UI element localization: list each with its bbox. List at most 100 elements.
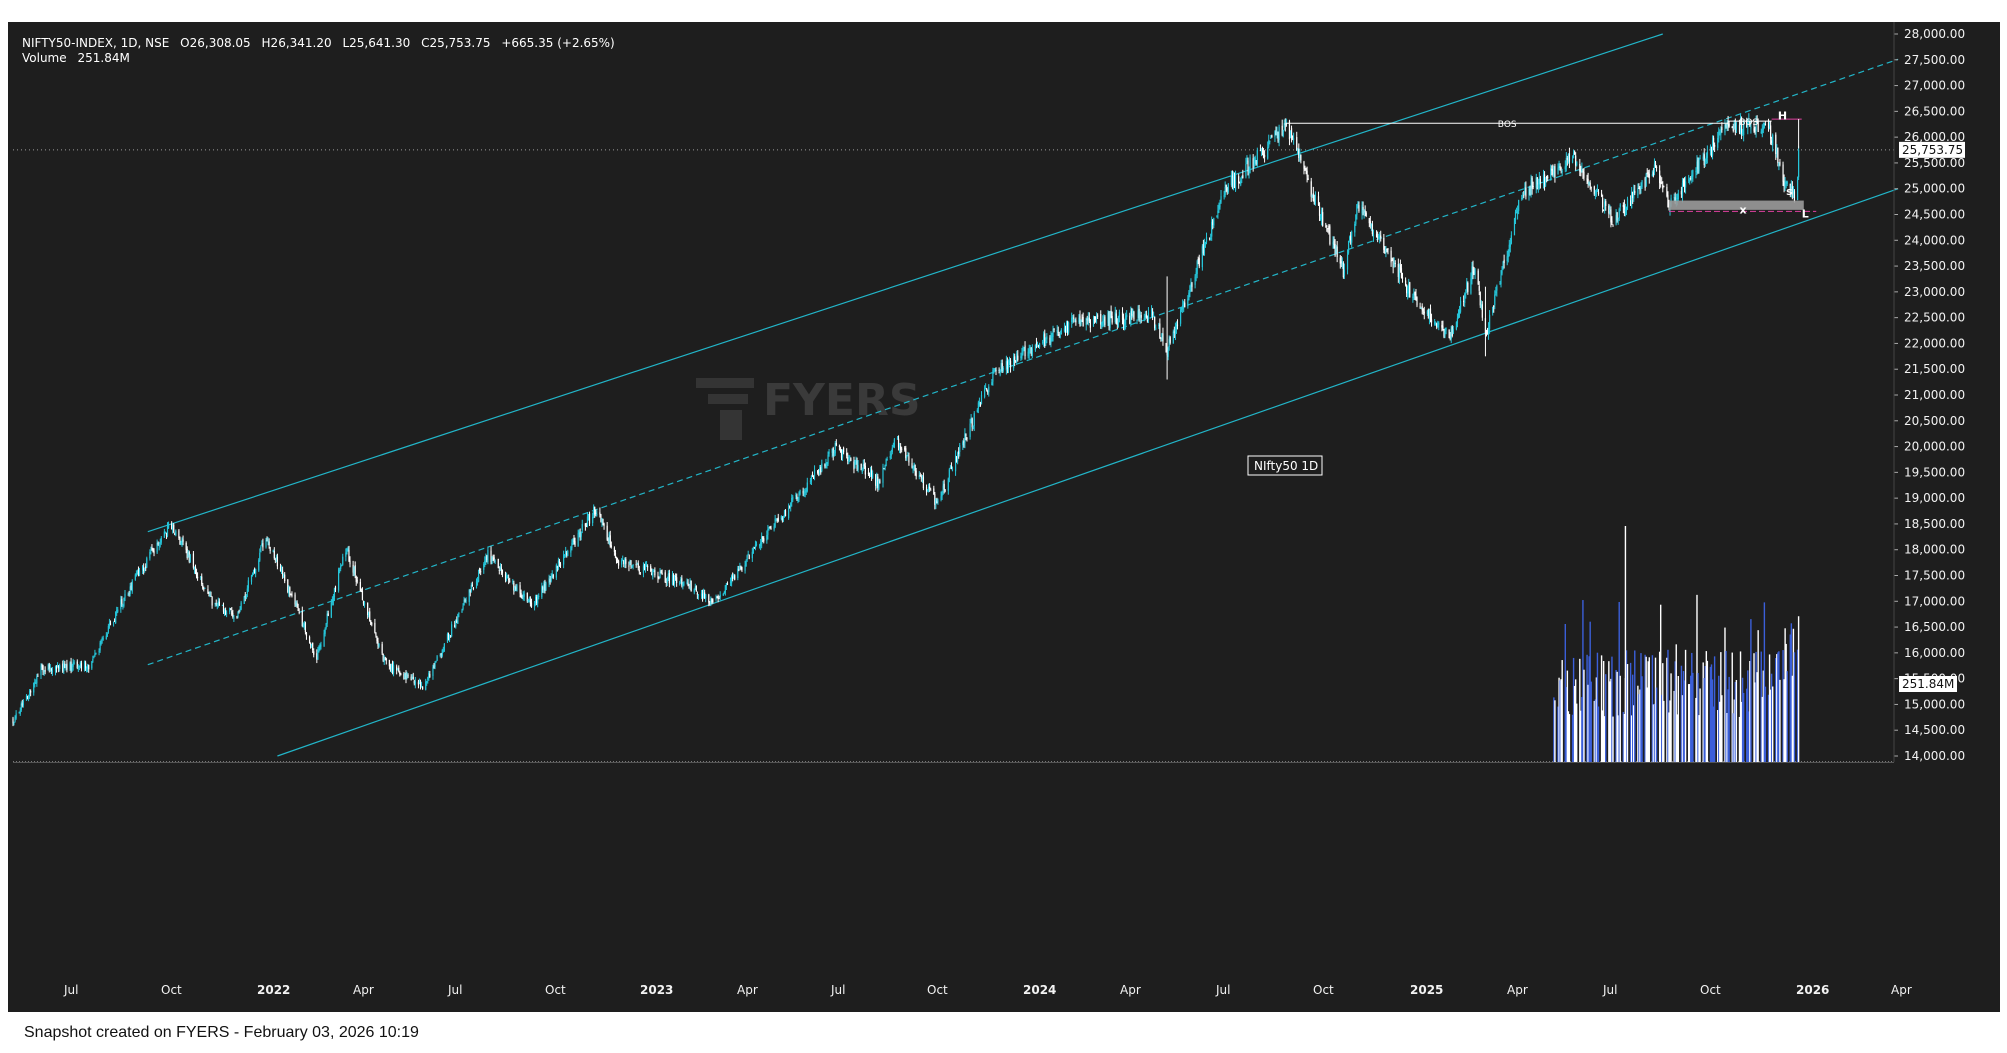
candle-body: [556, 566, 558, 568]
candle-body: [87, 664, 89, 669]
candle-body: [1566, 158, 1568, 160]
candle-body: [1659, 170, 1661, 184]
candle-body: [722, 593, 724, 596]
volume-bar: [1670, 673, 1672, 762]
candle-body: [1195, 272, 1197, 276]
candle-body: [268, 541, 270, 546]
candle-body: [1103, 318, 1105, 321]
candle-body: [521, 595, 523, 599]
y-tick-label: 21,500.00: [1904, 362, 1965, 376]
candle-body: [1430, 319, 1433, 323]
candle-body: [631, 565, 633, 568]
candle-body: [428, 672, 430, 679]
candle-body: [636, 563, 638, 565]
candle-body: [1652, 172, 1655, 176]
volume-bar: [1668, 712, 1670, 762]
candle-body: [130, 585, 132, 590]
volume-bar: [1633, 705, 1635, 762]
volume-bar: [1603, 716, 1606, 762]
candle-body: [792, 496, 794, 500]
volume-bar: [1689, 684, 1691, 762]
candle-body: [1184, 302, 1186, 308]
candle-body: [449, 635, 452, 637]
annotations: BOS BOS H Lx s: [1286, 110, 1817, 221]
candle-body: [1354, 223, 1356, 233]
volume-bar: [1561, 660, 1563, 762]
candle-body: [1238, 176, 1240, 184]
candle-body: [849, 456, 851, 458]
candle-body: [711, 599, 713, 603]
candle-body: [37, 675, 39, 677]
candle-body: [552, 574, 554, 578]
candle-body: [279, 567, 282, 572]
volume-bar: [1647, 661, 1649, 762]
volume-bar: [1797, 616, 1800, 762]
candle-body: [116, 610, 118, 614]
candle-body: [1501, 270, 1503, 274]
candle-body: [1014, 356, 1016, 361]
y-tick-label: 17,500.00: [1904, 569, 1965, 583]
candle-body: [1537, 184, 1539, 189]
candle-body: [853, 461, 855, 470]
candle-body: [487, 549, 489, 562]
candle-body: [1633, 189, 1635, 199]
candle-body: [49, 667, 51, 670]
candle-body: [810, 475, 813, 482]
candle-body: [613, 547, 616, 552]
candle-body: [1792, 188, 1795, 194]
candle-body: [1253, 160, 1255, 167]
candle-body: [725, 583, 728, 586]
candle-body: [348, 550, 350, 561]
candle-body: [434, 661, 436, 667]
candle-body: [1169, 337, 1171, 343]
candle-body: [1383, 237, 1385, 250]
candle-body: [1057, 331, 1059, 333]
candle-body: [682, 583, 684, 586]
candle-body: [152, 548, 154, 553]
volume-bar: [1596, 652, 1599, 762]
candle-body: [1296, 137, 1298, 151]
candle-body: [1226, 188, 1228, 191]
volume-bar: [1615, 670, 1617, 762]
volume-bar: [1732, 713, 1734, 762]
candle-body: [659, 571, 661, 579]
candle-body: [1783, 180, 1785, 187]
candle-body: [1239, 181, 1241, 183]
candle-body: [406, 674, 408, 678]
candle-body: [1589, 182, 1591, 187]
candle-body: [226, 612, 228, 614]
candle-body: [1370, 224, 1372, 227]
candle-body: [501, 569, 504, 574]
candle-body: [788, 507, 790, 518]
candle-body: [362, 601, 365, 604]
candle-body: [167, 524, 170, 529]
price-chart[interactable]: FYERS BOS BOS H Lx s 14,000.00 14,500.00 15,00…: [8, 22, 2000, 1012]
candle-body: [1008, 360, 1011, 364]
candle-body: [201, 576, 203, 585]
candle-body: [421, 686, 424, 690]
candle-body: [606, 525, 608, 540]
candle-body: [512, 581, 514, 583]
volume-bar: [1768, 654, 1771, 762]
candle-body: [563, 554, 565, 565]
volume-bar: [1610, 678, 1612, 762]
candle-body: [84, 662, 87, 668]
x-axis[interactable]: Jul Oct 2022 Apr Jul Oct 2023 Apr Jul Oct 2024 Apr J…: [13, 762, 1912, 998]
candle-body: [790, 503, 792, 507]
y-tick-label: 22,500.00: [1904, 311, 1965, 325]
y-axis[interactable]: 14,000.0014,500.0015,000.0015,500.0016,0…: [1893, 22, 1965, 763]
volume-bar: [1624, 526, 1627, 762]
volume-bar: [1630, 715, 1633, 762]
candle-body: [651, 572, 653, 576]
candle-body: [972, 425, 974, 430]
candle-body: [558, 560, 561, 564]
candle-body: [1174, 327, 1177, 336]
candle-body: [1644, 178, 1646, 188]
symbol-name[interactable]: NIFTY50-INDEX, 1D, NSE: [22, 36, 170, 50]
x-tick-label: Jul: [830, 983, 845, 997]
y-tick-label: 19,500.00: [1904, 465, 1965, 479]
candle-body: [484, 560, 486, 565]
volume-bar: [1703, 678, 1705, 762]
candle-body: [1117, 316, 1119, 327]
